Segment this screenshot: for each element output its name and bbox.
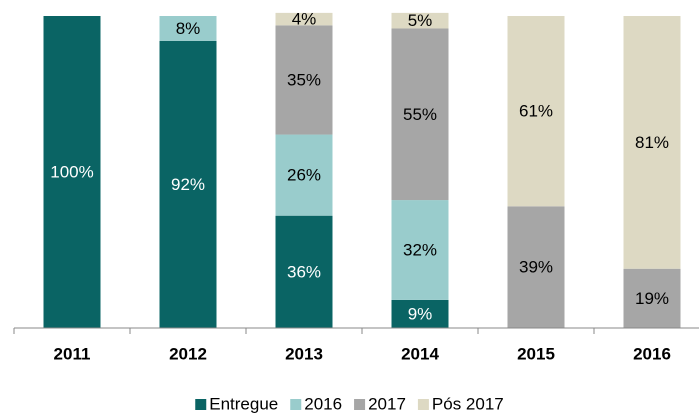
x-tick-label: 2011 bbox=[54, 344, 91, 363]
bar-segment bbox=[507, 206, 565, 328]
value-label: 61% bbox=[519, 102, 553, 121]
bar-segment bbox=[275, 25, 333, 135]
x-tick-label: 2014 bbox=[401, 344, 439, 363]
value-label: 39% bbox=[519, 258, 553, 277]
value-label: 5% bbox=[408, 11, 433, 30]
legend-swatch bbox=[290, 399, 302, 410]
bar-segment bbox=[275, 134, 333, 216]
bar-segment bbox=[391, 28, 449, 201]
legend-label: 2016 bbox=[304, 394, 342, 413]
value-label: 26% bbox=[287, 166, 321, 185]
legend-swatch bbox=[354, 399, 366, 410]
legend-label: 2017 bbox=[368, 394, 406, 413]
value-label: 35% bbox=[287, 70, 321, 89]
value-label: 36% bbox=[287, 262, 321, 281]
value-label: 4% bbox=[292, 10, 317, 29]
bar-segment bbox=[391, 200, 449, 300]
value-label: 81% bbox=[635, 133, 669, 152]
x-tick-label: 2015 bbox=[517, 344, 555, 363]
legend-swatch bbox=[195, 399, 207, 410]
bar-segment bbox=[391, 12, 449, 29]
x-tick-label: 2012 bbox=[169, 344, 207, 363]
bar-segment bbox=[159, 40, 217, 329]
bar-segment bbox=[623, 268, 681, 328]
value-label: 92% bbox=[171, 175, 205, 194]
bar-segment bbox=[43, 16, 101, 328]
value-label: 19% bbox=[635, 289, 669, 308]
legend-swatch bbox=[417, 399, 429, 410]
value-label: 9% bbox=[408, 304, 433, 323]
value-label: 8% bbox=[176, 19, 201, 38]
value-label: 32% bbox=[403, 240, 437, 259]
bar-segment bbox=[391, 299, 449, 328]
bar-segment bbox=[275, 12, 333, 26]
bar-segment bbox=[275, 215, 333, 328]
x-tick-label: 2013 bbox=[285, 344, 323, 363]
legend-label: Entregue bbox=[209, 394, 278, 413]
bar-segment bbox=[507, 16, 565, 207]
bar-segment bbox=[159, 16, 217, 41]
bar-segment bbox=[623, 16, 681, 269]
x-tick-label: 2016 bbox=[633, 344, 671, 363]
value-label: 55% bbox=[403, 105, 437, 124]
legend-label: Pós 2017 bbox=[432, 394, 504, 413]
value-label: 100% bbox=[50, 162, 93, 181]
